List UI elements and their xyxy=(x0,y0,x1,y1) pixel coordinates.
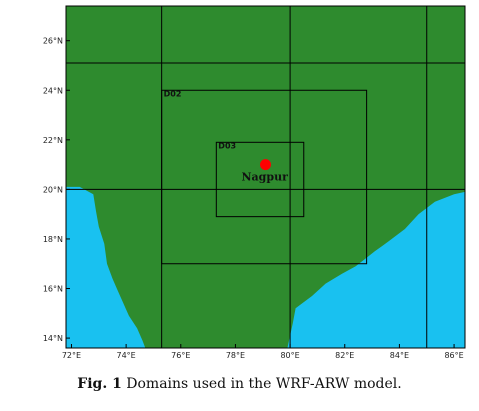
domain-box-d03 xyxy=(215,141,305,218)
lon-tick-label: 80°E xyxy=(280,351,299,360)
lon-tick-label: 78°E xyxy=(226,351,245,360)
lon-tick-label: 72°E xyxy=(62,351,81,360)
lon-tick-label: 74°E xyxy=(117,351,136,360)
model-domains: D02 D03 xyxy=(161,89,368,265)
figure-caption: Fig. 1 Domains used in the WRF-ARW model… xyxy=(0,376,479,392)
lat-tick-label: 20°N xyxy=(43,185,63,194)
map-frame xyxy=(65,5,466,349)
grid-lines xyxy=(66,6,465,348)
lon-tick-label: 82°E xyxy=(335,351,354,360)
lon-tick-label: 76°E xyxy=(171,351,190,360)
city-dot xyxy=(260,159,271,171)
caption-text: Domains used in the WRF-ARW model. xyxy=(121,376,402,392)
city-label: Nagpur xyxy=(242,171,289,184)
lat-tick-label: 26°N xyxy=(43,37,63,46)
lat-tick-label: 14°N xyxy=(43,334,63,343)
lat-tick-label: 22°N xyxy=(43,136,63,145)
domain-label-d02: D02 xyxy=(164,89,182,98)
lon-tick-label: 86°E xyxy=(444,351,463,360)
axis-ticks: 72°E 74°E 76°E 78°E 80°E 82°E 84°E 86°E 14°N 16°N… xyxy=(43,37,464,360)
lon-tick-label: 84°E xyxy=(390,351,409,360)
lat-tick-label: 16°N xyxy=(43,285,63,294)
city-marker: Nagpur xyxy=(242,159,289,184)
lat-tick-label: 24°N xyxy=(43,86,63,95)
land-area xyxy=(66,6,465,348)
domain-box-d02 xyxy=(161,89,368,265)
figure-number: Fig. 1 xyxy=(77,376,122,392)
domain-label-d03: D03 xyxy=(218,141,236,150)
domain-map: D02 D03 Nagpur 72°E 74°E 76°E 78°E 80°E 82°E 84… xyxy=(43,5,466,360)
lat-tick-label: 18°N xyxy=(43,235,63,244)
